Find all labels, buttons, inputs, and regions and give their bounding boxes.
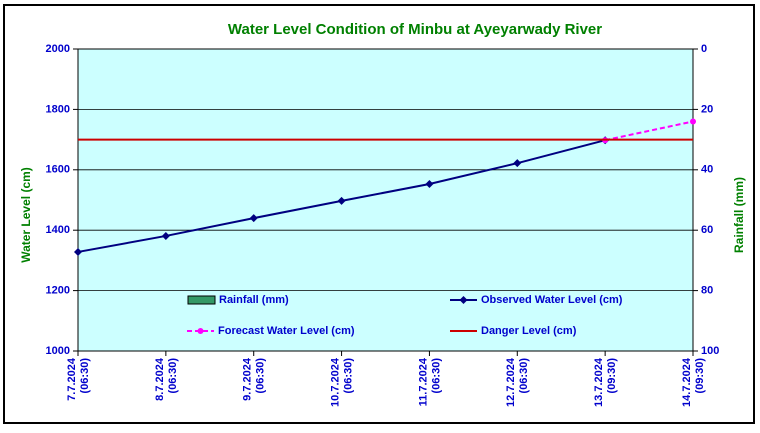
x-tick-label-group: 13.7.2024 (09:30) <box>593 357 618 407</box>
y2-tick-label: 0 <box>701 43 707 55</box>
marker <box>425 179 434 188</box>
x-tick-label-group: 12.7.2024 (06:30) <box>505 357 530 407</box>
y-tick-label: 1800 <box>46 103 70 115</box>
legend-label: Danger Level (cm) <box>481 325 577 337</box>
y-tick-label: 1200 <box>46 285 70 297</box>
legend-swatch <box>187 295 216 305</box>
y2-tick-label: 60 <box>701 224 713 236</box>
x-tick-label: (06:30) <box>342 358 354 394</box>
y2-tick-label: 20 <box>701 103 713 115</box>
x-tick-label-group: 14.7.2024 (09:30) <box>681 357 706 407</box>
legend-marker <box>459 296 468 304</box>
chart-title: Water Level Condition of Minbu at Ayeyar… <box>228 21 602 38</box>
y-tick-label: 1000 <box>46 345 70 357</box>
y2-tick-label: 80 <box>701 285 713 297</box>
x-tick-label: (06:30) <box>430 358 442 394</box>
marker <box>690 118 696 125</box>
x-tick-label: (06:30) <box>167 358 179 394</box>
y-tick-label: 1600 <box>46 164 70 176</box>
x-tick-label: 14.7.2024 <box>681 357 693 407</box>
legend-label: Observed Water Level (cm) <box>481 294 623 306</box>
marker <box>513 159 522 168</box>
x-tick-label-group: 8.7.2024 (06:30) <box>154 357 179 401</box>
x-tick-label-group: 11.7.2024 (06:30) <box>417 357 442 406</box>
marker <box>74 247 82 256</box>
legend-marker <box>197 328 204 334</box>
x-tick-label: (09:30) <box>606 358 618 394</box>
x-tick-label: (09:30) <box>694 358 706 394</box>
y2-tick-label: 40 <box>701 164 713 176</box>
x-tick-label: 8.7.2024 <box>154 357 166 401</box>
marker <box>249 214 258 223</box>
x-tick-label-group: 9.7.2024 (06:30) <box>242 357 267 401</box>
x-tick-label: 10.7.2024 <box>329 357 341 407</box>
x-tick-label: (06:30) <box>255 358 267 394</box>
legend-label: Rainfall (mm) <box>219 294 289 306</box>
plot-area <box>77 48 694 352</box>
y2-tick-label: 100 <box>701 345 719 357</box>
x-tick-label-group: 7.7.2024 (06:30) <box>66 357 91 401</box>
x-tick-label: (06:30) <box>518 358 530 394</box>
x-tick-label-group: 10.7.2024 (06:30) <box>329 357 354 407</box>
legend-label: Forecast Water Level (cm) <box>218 325 355 337</box>
x-tick-label: 11.7.2024 <box>417 357 429 406</box>
x-tick-label: 13.7.2024 <box>593 357 605 407</box>
x-tick-label: 12.7.2024 <box>505 357 517 407</box>
y-tick-label: 2000 <box>46 43 70 55</box>
x-tick-label: 9.7.2024 <box>242 357 254 401</box>
y-tick-label: 1400 <box>46 224 70 236</box>
y-axis-label: Water Level (cm) <box>19 167 33 263</box>
series-line <box>604 120 694 142</box>
x-tick-label: (06:30) <box>79 358 91 394</box>
marker <box>337 196 346 205</box>
marker <box>161 231 170 240</box>
y2-axis-label: Rainfall (mm) <box>732 177 746 253</box>
x-tick-label: 7.7.2024 <box>66 357 78 401</box>
